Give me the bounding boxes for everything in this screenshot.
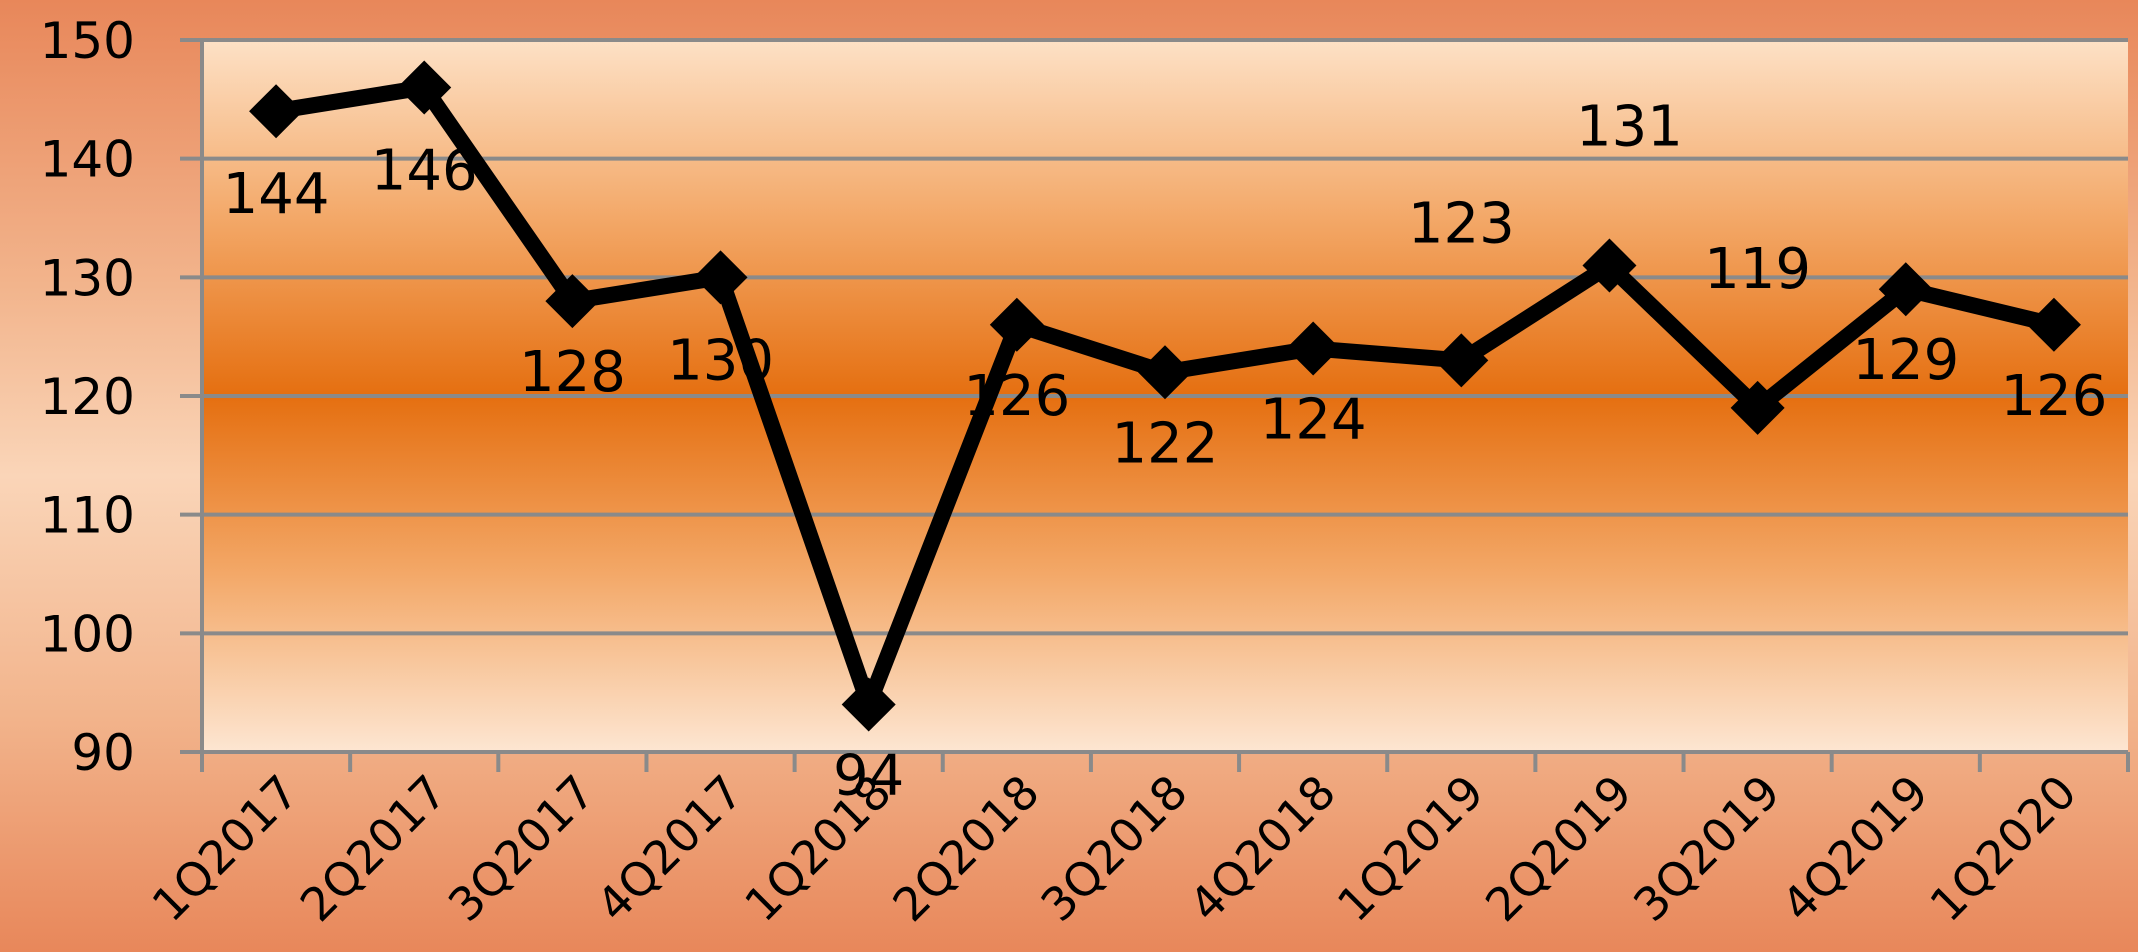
x-tick-label: 3Q2018: [1031, 765, 1198, 932]
data-point-marker: [397, 60, 452, 115]
data-label: 126: [2000, 364, 2107, 429]
x-tick-label: 3Q2017: [438, 765, 605, 932]
y-tick-label: 150: [40, 12, 135, 70]
data-point-marker: [545, 274, 600, 329]
data-point-marker: [841, 677, 896, 732]
data-label: 94: [833, 744, 904, 809]
data-labels: 144 146 128 130 94 126 122 124 123 131 119 129 126: [223, 94, 2108, 808]
data-point-marker: [989, 297, 1044, 352]
y-tick-label: 130: [40, 249, 135, 307]
x-tick-label: 4Q2018: [1179, 765, 1346, 932]
data-label: 119: [1704, 237, 1811, 302]
y-tick-label: 90: [71, 724, 135, 782]
x-tick-label: 2Q2018: [882, 765, 1049, 932]
data-point-marker: [2026, 297, 2081, 352]
series-markers: [249, 60, 2081, 732]
y-tick-label: 140: [40, 131, 135, 189]
x-tick-label: 1Q2019: [1327, 765, 1494, 932]
y-tick-label: 100: [40, 605, 135, 663]
data-label: 131: [1576, 94, 1683, 159]
data-label: 122: [1112, 411, 1219, 476]
x-tick-label: 4Q2017: [586, 765, 753, 932]
y-tick-label: 120: [40, 368, 135, 426]
x-tick-label: 1Q2017: [142, 765, 309, 932]
data-point-marker: [1286, 321, 1341, 376]
data-point-marker: [1582, 238, 1637, 293]
data-label: 146: [371, 138, 478, 203]
data-label: 128: [519, 340, 626, 405]
data-point-marker: [249, 84, 304, 139]
x-tick-label: 2Q2019: [1475, 765, 1642, 932]
data-point-marker: [1434, 333, 1489, 388]
data-label: 130: [667, 328, 774, 393]
data-point-marker: [1730, 380, 1785, 435]
x-axis-tick-labels: 1Q20172Q20173Q20174Q20171Q20182Q20183Q20…: [142, 765, 2087, 932]
data-label: 129: [1852, 328, 1959, 393]
data-point-marker: [693, 250, 748, 305]
axes: [200, 40, 2130, 772]
data-label: 144: [223, 162, 330, 227]
data-label: 126: [963, 364, 1070, 429]
data-label: 123: [1408, 191, 1515, 256]
x-tick-label: 2Q2017: [290, 765, 457, 932]
data-point-marker: [1878, 262, 1933, 317]
data-label: 124: [1260, 388, 1367, 453]
y-axis-tick-labels: 90 100 110 120 130 140 150: [40, 12, 135, 782]
data-point-marker: [1138, 345, 1192, 400]
x-tick-label: 1Q2020: [1919, 765, 2086, 932]
y-tick-label: 110: [40, 487, 135, 545]
x-tick-label: 3Q2019: [1623, 765, 1790, 932]
x-tick-label: 4Q2019: [1771, 765, 1938, 932]
